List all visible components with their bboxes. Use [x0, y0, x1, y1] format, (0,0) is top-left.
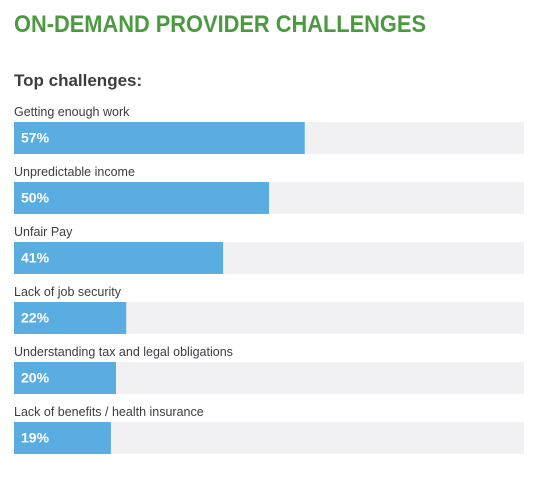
- category-label: Lack of job security: [14, 285, 122, 299]
- category-label: Unpredictable income: [14, 165, 135, 179]
- value-label: 57%: [21, 130, 50, 146]
- value-label: 50%: [21, 190, 50, 206]
- category-label: Getting enough work: [14, 105, 130, 119]
- category-label: Lack of benefits / health insurance: [14, 405, 204, 419]
- chart-subtitle: Top challenges:: [14, 71, 142, 90]
- bar: [14, 302, 127, 334]
- category-label: Unfair Pay: [14, 225, 73, 239]
- value-label: 41%: [21, 250, 50, 266]
- value-label: 19%: [21, 430, 50, 446]
- value-label: 22%: [21, 310, 50, 326]
- bar: [14, 122, 305, 154]
- category-label: Understanding tax and legal obligations: [14, 345, 233, 359]
- chart-title: ON-DEMAND PROVIDER CHALLENGES: [14, 11, 426, 38]
- value-label: 20%: [21, 370, 50, 386]
- bar: [14, 242, 224, 274]
- bar: [14, 362, 116, 394]
- bar: [14, 182, 269, 214]
- bar: [14, 422, 111, 454]
